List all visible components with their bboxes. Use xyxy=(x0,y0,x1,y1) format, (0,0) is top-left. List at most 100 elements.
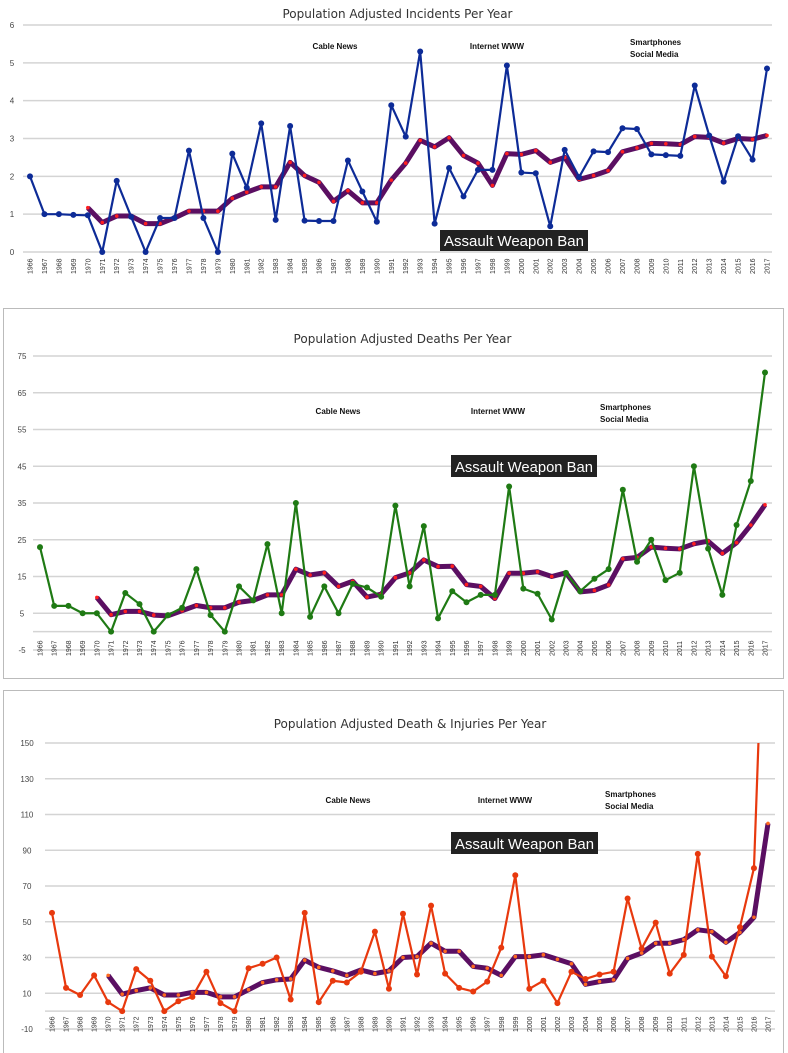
trend-point xyxy=(429,941,433,945)
x-tick-label: 1969 xyxy=(71,258,78,274)
data-point xyxy=(27,173,33,180)
x-tick-label: 2000 xyxy=(519,258,526,274)
trend-point xyxy=(692,134,697,139)
trend-point xyxy=(592,588,597,593)
y-tick-label: 25 xyxy=(18,536,27,545)
x-tick-label: 1967 xyxy=(42,258,49,274)
data-point xyxy=(321,583,328,590)
y-tick-label: 30 xyxy=(23,954,32,963)
y-tick-label: 55 xyxy=(18,426,27,435)
x-tick-label: 2005 xyxy=(592,640,599,656)
data-point xyxy=(343,979,350,986)
trend-point xyxy=(724,940,728,945)
x-tick-label: 1972 xyxy=(123,640,130,656)
data-point xyxy=(301,217,308,224)
x-tick-label: 1968 xyxy=(56,258,63,274)
trend-point xyxy=(401,955,405,960)
data-point xyxy=(610,968,617,975)
x-tick-label: 2006 xyxy=(606,640,613,656)
trend-point xyxy=(519,152,524,157)
data-point xyxy=(694,850,701,857)
data-point xyxy=(399,910,406,917)
x-tick-label: 2005 xyxy=(597,1016,604,1032)
x-tick-label: 1989 xyxy=(364,640,371,656)
data-point xyxy=(171,214,178,221)
trend-point xyxy=(499,973,504,978)
data-point xyxy=(735,133,742,140)
data-point xyxy=(392,502,399,509)
annotation-internet: Internet WWW xyxy=(471,407,526,416)
trend-point xyxy=(176,993,181,997)
data-point xyxy=(79,610,86,617)
x-tick-label: 1983 xyxy=(288,1016,295,1032)
y-tick-label: 5 xyxy=(20,609,25,618)
x-tick-label: 2003 xyxy=(569,1016,576,1032)
x-tick-label: 1984 xyxy=(293,640,300,656)
y-tick-label: 3 xyxy=(10,135,15,144)
x-tick-label: 1976 xyxy=(190,1016,197,1032)
annotation-social-media: Social Media xyxy=(605,802,654,811)
trend-point xyxy=(279,593,284,597)
trend-point xyxy=(232,995,237,999)
data-point xyxy=(344,157,351,164)
data-point xyxy=(532,170,539,177)
data-point xyxy=(292,500,299,506)
x-tick-label: 2015 xyxy=(737,1016,744,1032)
trend-point xyxy=(273,185,278,189)
x-tick-label: 1969 xyxy=(80,640,87,656)
assault-weapon-ban-label: Assault Weapon Ban xyxy=(455,459,593,476)
data-point xyxy=(189,993,196,1000)
data-point xyxy=(460,193,467,200)
x-tick-label: 1982 xyxy=(274,1016,281,1032)
y-tick-label: 110 xyxy=(21,811,34,820)
trend-point xyxy=(265,593,270,597)
x-tick-label: 1966 xyxy=(38,640,45,656)
data-point xyxy=(378,593,385,600)
data-point xyxy=(273,954,280,961)
data-point xyxy=(51,602,58,609)
data-point xyxy=(722,973,729,980)
data-point xyxy=(764,65,770,72)
y-tick-label: 0 xyxy=(10,248,15,257)
x-tick-label: 2006 xyxy=(611,1016,618,1032)
x-tick-label: 1998 xyxy=(490,258,497,274)
y-tick-label: 6 xyxy=(10,21,15,30)
x-tick-label: 1988 xyxy=(345,258,352,274)
data-point xyxy=(747,477,754,484)
data-point xyxy=(214,249,221,255)
trend-point xyxy=(330,969,335,973)
trend-point xyxy=(216,209,220,213)
x-tick-label: 2015 xyxy=(734,640,741,656)
x-tick-label: 1981 xyxy=(244,258,251,274)
x-tick-label: 2001 xyxy=(533,258,540,274)
trend-point xyxy=(346,188,350,193)
x-tick-label: 2004 xyxy=(578,640,585,656)
trend-point xyxy=(443,949,447,954)
trend-point xyxy=(765,133,769,138)
trend-point xyxy=(555,957,560,962)
x-tick-label: 1966 xyxy=(50,1016,57,1032)
x-tick-label: 1987 xyxy=(336,640,343,656)
trend-point xyxy=(143,221,148,226)
x-tick-label: 2016 xyxy=(751,1016,758,1032)
trend-point xyxy=(288,977,293,981)
series-line xyxy=(28,50,769,254)
x-tick-label: 1966 xyxy=(28,258,35,274)
y-tick-label: 4 xyxy=(10,97,15,106)
x-tick-label: 2017 xyxy=(765,258,772,274)
trend-point xyxy=(763,503,767,507)
data-point xyxy=(229,150,236,157)
x-tick-label: 1984 xyxy=(288,258,295,274)
x-tick-label: 2007 xyxy=(620,640,627,656)
x-tick-label: 1990 xyxy=(379,640,386,656)
trend-point xyxy=(490,183,495,188)
trend-point xyxy=(336,584,341,589)
series-line xyxy=(50,743,760,1013)
x-tick-label: 1971 xyxy=(120,1016,127,1032)
data-point xyxy=(498,944,505,951)
x-tick-label: 2009 xyxy=(653,1016,660,1032)
x-tick-label: 1999 xyxy=(504,258,511,274)
trend-point xyxy=(710,929,714,934)
trend-point xyxy=(403,161,408,165)
data-point xyxy=(749,156,756,163)
